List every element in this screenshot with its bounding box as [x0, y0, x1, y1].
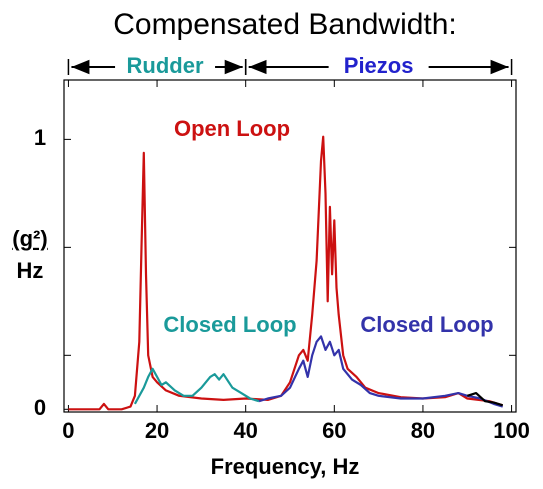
y-tick-label: 0	[34, 395, 46, 420]
series-line	[466, 392, 504, 407]
y-axis-label-denominator: Hz	[17, 258, 44, 283]
series-line	[133, 367, 260, 405]
series-label: Closed Loop	[360, 312, 493, 337]
range-label-bg	[115, 55, 216, 79]
series-label: Open Loop	[174, 116, 290, 141]
x-tick-label: 100	[493, 418, 530, 443]
range-label-bg	[328, 55, 429, 79]
chart-title: Compensated Bandwidth:	[113, 8, 457, 41]
range-label: Piezos	[344, 53, 414, 78]
x-tick-label: 60	[322, 418, 346, 443]
x-tick-label: 20	[145, 418, 169, 443]
series-line	[258, 335, 504, 408]
range-label: Rudder	[127, 53, 204, 78]
x-axis-label: Frequency, Hz	[211, 454, 360, 479]
x-tick-label: 0	[62, 418, 74, 443]
series-line	[68, 135, 504, 411]
x-tick-label: 80	[411, 418, 435, 443]
x-tick-label: 40	[233, 418, 257, 443]
y-tick-label: 1	[34, 125, 46, 150]
series-label: Closed Loop	[163, 312, 296, 337]
plot-frame	[63, 79, 517, 413]
y-axis-label-numerator: (g²)	[12, 226, 47, 251]
